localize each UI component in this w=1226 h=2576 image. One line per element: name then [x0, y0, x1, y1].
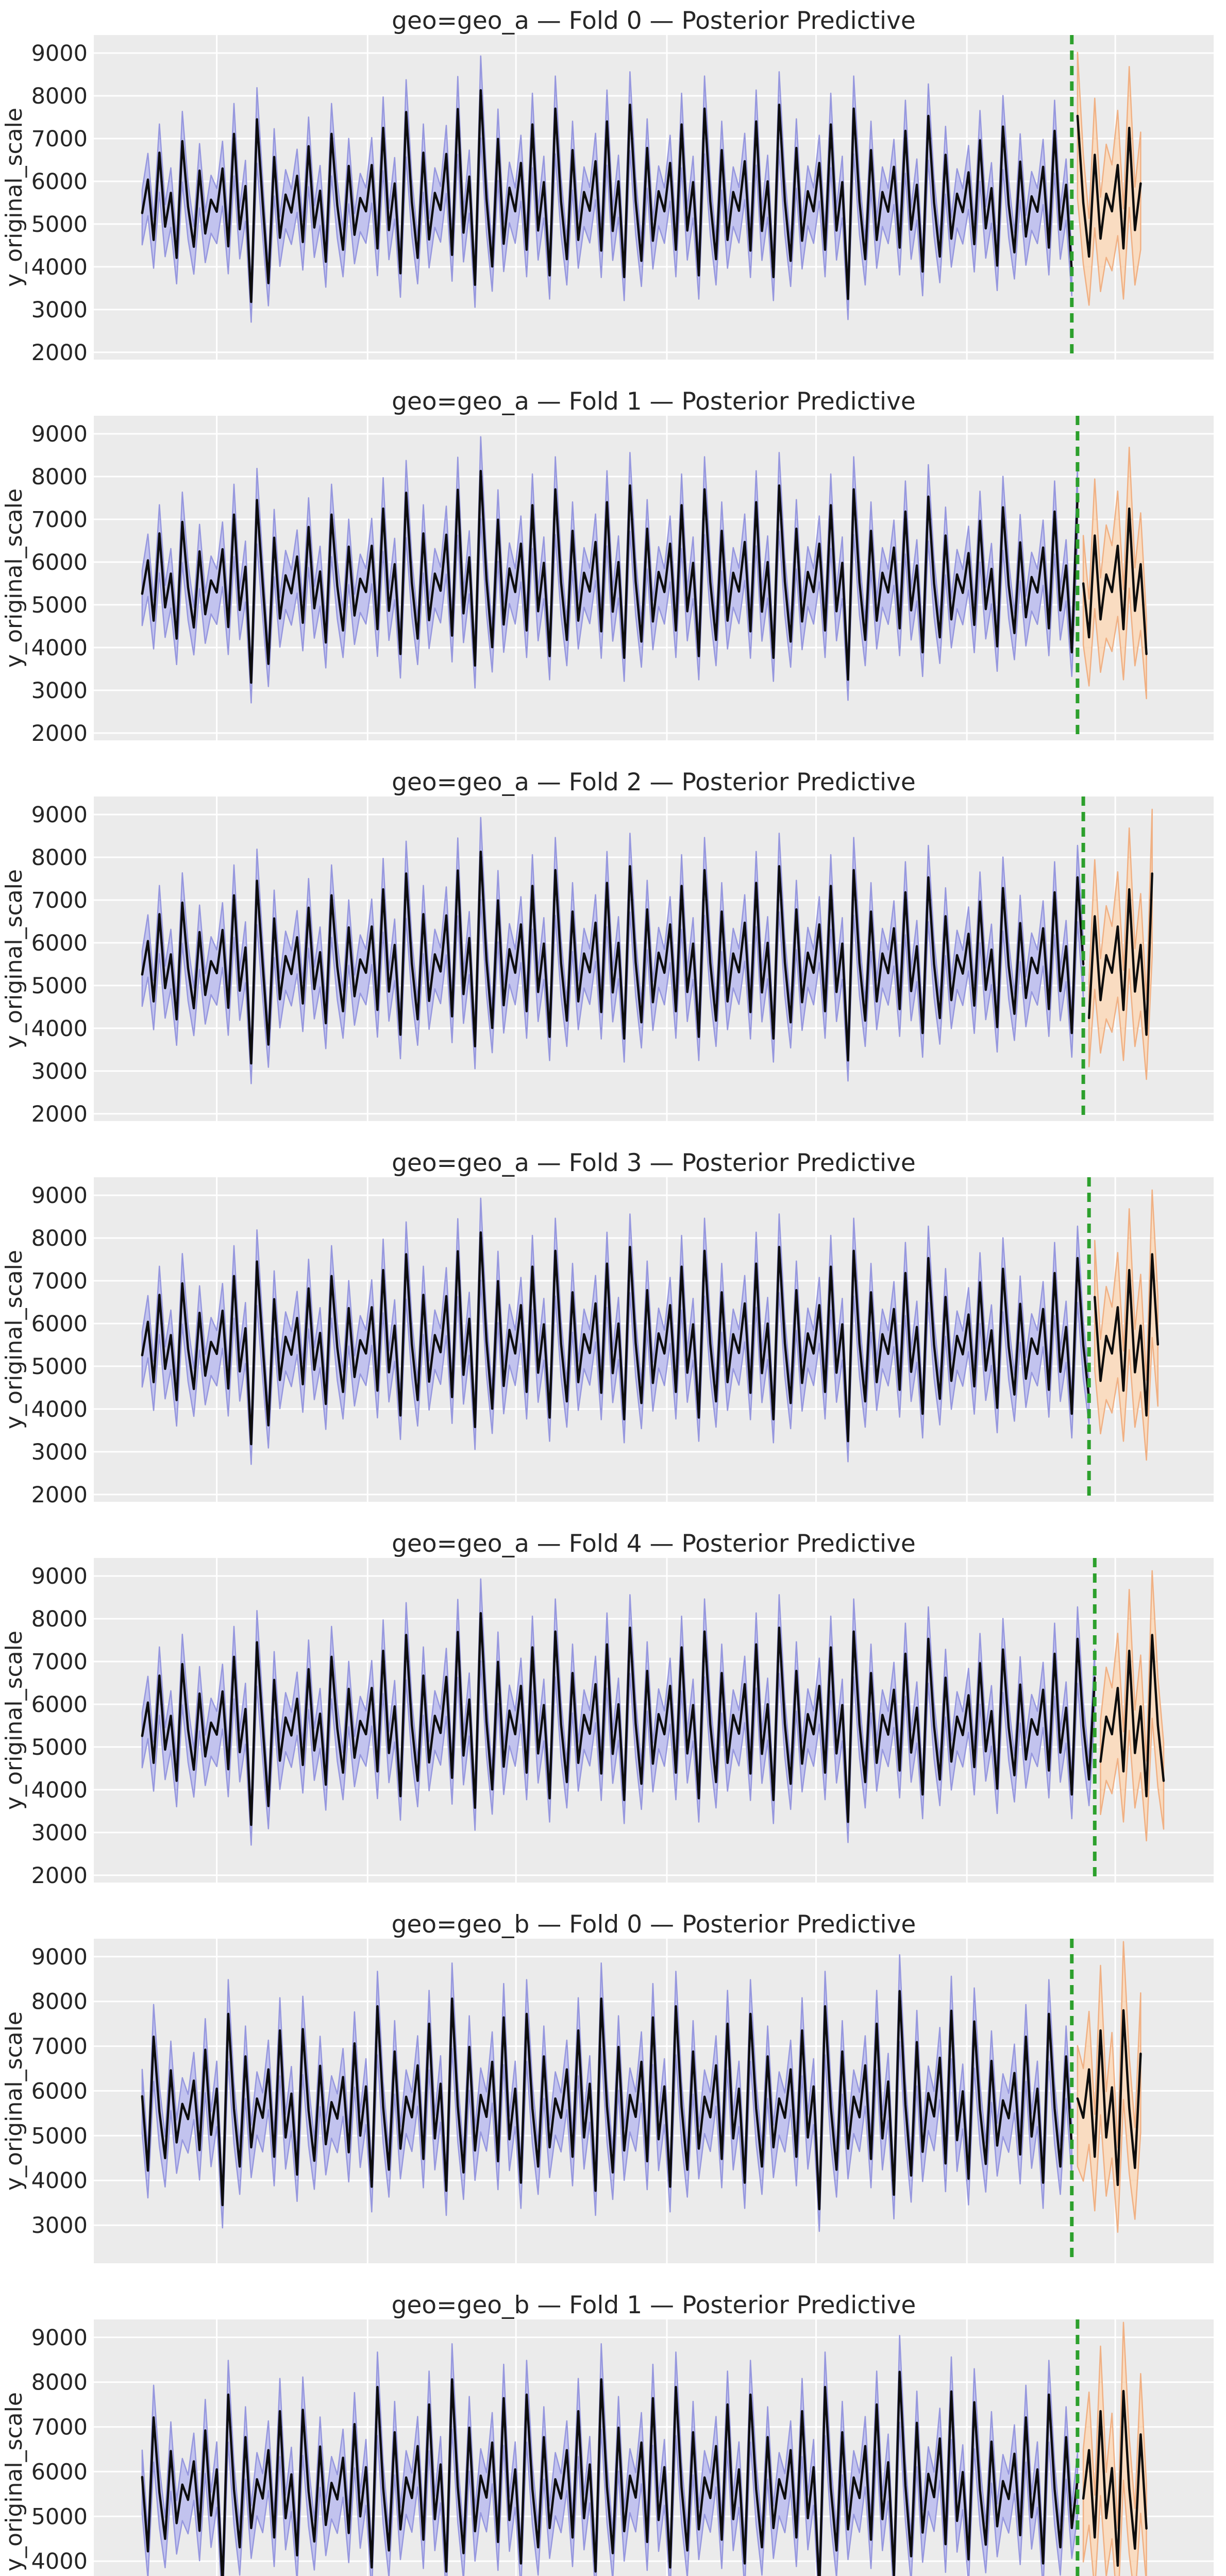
observed-train-line — [141, 850, 1085, 1065]
observed-test-line — [1082, 2389, 1148, 2567]
y-tick-label: 8000 — [31, 464, 88, 490]
y-tick-label: 8000 — [31, 2370, 88, 2396]
hdi-train-band — [141, 817, 1084, 1084]
observed-test-line — [1082, 507, 1148, 655]
y-tick-label: 6000 — [31, 2459, 88, 2485]
y-tick-label: 8000 — [31, 1226, 88, 1251]
panel-title: geo=geo_a — Fold 1 — Posterior Predictiv… — [392, 387, 916, 416]
y-tick-label: 7000 — [31, 2415, 88, 2441]
panel-geo_a-fold-2: 9000 8000 7000 6000 5000 4000 3000 2000 y_origin… — [1, 768, 1214, 1127]
panel-geo_a-fold-3: 9000 8000 7000 6000 5000 4000 3000 2000 y_origin… — [1, 1149, 1214, 1508]
observed-train-line — [141, 469, 1079, 684]
observed-train-line — [141, 1990, 1073, 2211]
y-tick-label: 2000 — [31, 721, 88, 747]
observed-test-line — [1087, 872, 1153, 1036]
y-tick-label: 9000 — [31, 2325, 88, 2351]
y-tick-label: 4000 — [31, 1777, 88, 1803]
y-tick-label: 6000 — [31, 1311, 88, 1337]
y-tick-label: 5000 — [31, 212, 88, 238]
plot-area — [94, 1177, 1214, 1502]
y-axis-label: y_original_scale — [1, 108, 27, 287]
y-axis-label: y_original_scale — [1, 2392, 27, 2571]
y-tick-label: 7000 — [31, 2034, 88, 2060]
y-tick-label: 7000 — [31, 507, 88, 533]
observed-train-line — [141, 1231, 1090, 1446]
panel-title: geo=geo_a — Fold 2 — Posterior Predictiv… — [392, 768, 916, 796]
y-tick-label: 5000 — [31, 1735, 88, 1760]
y-tick-label: 6000 — [31, 169, 88, 195]
y-tick-label: 4000 — [31, 1016, 88, 1042]
y-tick-label: 3000 — [31, 1059, 88, 1084]
y-tick-label: 4000 — [31, 2168, 88, 2194]
y-tick-label: 9000 — [31, 1183, 88, 1209]
y-tick-label: 8000 — [31, 1989, 88, 2015]
y-tick-label: 9000 — [31, 421, 88, 447]
panel-geo_b-fold-0: 9000 8000 7000 6000 5000 4000 3000y_original_s… — [1, 1910, 1214, 2263]
y-tick-label: 7000 — [31, 1649, 88, 1675]
observed-test-line — [1076, 114, 1142, 258]
y-tick-label: 7000 — [31, 888, 88, 913]
panel-geo_a-fold-0: 9000 8000 7000 6000 5000 4000 3000 2000 y_origin… — [1, 7, 1214, 366]
y-axis-label: y_original_scale — [1, 2011, 27, 2191]
y-axis-label: y_original_scale — [1, 1631, 27, 1810]
hdi-test-band — [1077, 1941, 1141, 2233]
plot-area — [94, 416, 1214, 740]
y-tick-label: 6000 — [31, 550, 88, 575]
y-axis-label: y_original_scale — [1, 488, 27, 668]
y-tick-label: 4000 — [31, 2549, 88, 2574]
plot-area — [94, 796, 1214, 1121]
y-tick-label: 5000 — [31, 1354, 88, 1380]
panel-geo_a-fold-4: 9000 8000 7000 6000 5000 4000 3000 2000 y_origin… — [1, 1530, 1214, 1889]
y-tick-label: 2000 — [31, 1863, 88, 1889]
panel-title: geo=geo_a — Fold 0 — Posterior Predictiv… — [392, 7, 916, 35]
y-tick-label: 5000 — [31, 592, 88, 618]
y-axis-label: y_original_scale — [1, 869, 27, 1048]
y-tick-label: 5000 — [31, 2123, 88, 2149]
observed-train-line — [141, 2370, 1079, 2576]
y-tick-label: 2000 — [31, 1482, 88, 1508]
y-tick-label: 9000 — [31, 41, 88, 66]
y-tick-label: 9000 — [31, 1564, 88, 1589]
y-tick-label: 7000 — [31, 126, 88, 152]
panel-title: geo=geo_b — Fold 1 — Posterior Predictiv… — [392, 2291, 916, 2319]
y-tick-label: 3000 — [31, 2213, 88, 2239]
y-tick-label: 5000 — [31, 2504, 88, 2530]
panel-geo_b-fold-1: 9000800070006000500040003000y_original_s… — [1, 2291, 1214, 2576]
panel-geo_a-fold-1: 9000 8000 7000 6000 5000 4000 3000 2000 y_origin… — [1, 387, 1214, 747]
hdi-test-band — [1088, 808, 1153, 1080]
observed-train-line — [141, 1612, 1096, 1826]
y-tick-label: 3000 — [31, 1439, 88, 1465]
observed-test-line — [1099, 1634, 1165, 1798]
y-tick-label: 4000 — [31, 255, 88, 280]
y-tick-label: 5000 — [31, 973, 88, 999]
observed-test-line — [1076, 2009, 1142, 2187]
y-tick-label: 3000 — [31, 678, 88, 704]
panel-title: geo=geo_a — Fold 3 — Posterior Predictiv… — [392, 1149, 916, 1177]
y-tick-label: 3000 — [31, 1820, 88, 1846]
y-axis-label: y_original_scale — [1, 1250, 27, 1429]
y-tick-label: 6000 — [31, 2078, 88, 2104]
plot-area — [94, 35, 1214, 360]
panel-title: geo=geo_b — Fold 0 — Posterior Predictiv… — [392, 1910, 916, 1939]
y-tick-label: 9000 — [31, 1944, 88, 1970]
observed-train-line — [141, 89, 1073, 303]
y-tick-label: 2000 — [31, 1101, 88, 1127]
y-tick-label: 9000 — [31, 802, 88, 828]
y-tick-label: 4000 — [31, 635, 88, 661]
y-tick-label: 4000 — [31, 1397, 88, 1422]
y-tick-label: 6000 — [31, 930, 88, 956]
observed-test-line — [1094, 1253, 1160, 1417]
y-tick-label: 2000 — [31, 340, 88, 366]
y-tick-label: 7000 — [31, 1268, 88, 1294]
plot-area — [94, 1558, 1214, 1883]
y-tick-label: 8000 — [31, 83, 88, 109]
y-tick-label: 8000 — [31, 845, 88, 871]
panel-title: geo=geo_a — Fold 4 — Posterior Predictiv… — [392, 1530, 916, 1558]
y-tick-label: 8000 — [31, 1606, 88, 1632]
y-tick-label: 3000 — [31, 297, 88, 323]
y-tick-label: 6000 — [31, 1692, 88, 1718]
